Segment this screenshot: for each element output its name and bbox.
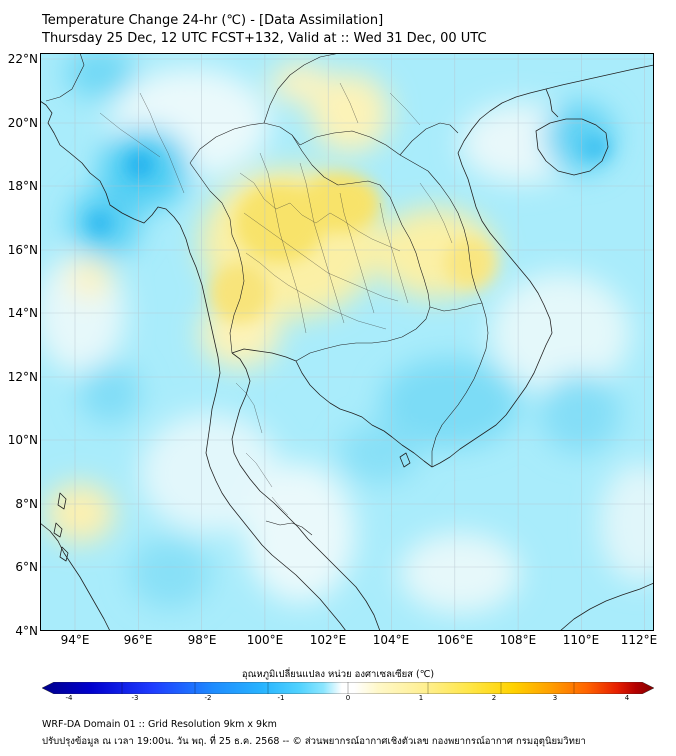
lon-label-106e: 106°E	[436, 633, 474, 647]
map-title: Temperature Change 24-hr (℃) - [Data Ass…	[42, 13, 384, 28]
map-frame	[40, 53, 654, 631]
coastlines	[40, 64, 654, 631]
lat-label-6n: 6°N	[15, 560, 38, 574]
country-borders	[45, 53, 489, 536]
map-subtitle: Thursday 25 Dec, 12 UTC FCST+132, Valid …	[42, 31, 487, 46]
lat-label-10n: 10°N	[7, 433, 38, 447]
colorbar-tick: 2	[491, 694, 497, 702]
colorbar-tick: -4	[65, 694, 73, 702]
colorbar-tick: 3	[552, 694, 558, 702]
lat-label-20n: 20°N	[7, 116, 38, 130]
colorbar-tick: 1	[418, 694, 424, 702]
lat-label-4n: 4°N	[15, 624, 38, 638]
temperature-core	[88, 136, 609, 323]
lon-label-104e: 104°E	[372, 633, 410, 647]
lon-label-110e: 110°E	[562, 633, 600, 647]
lat-label-16n: 16°N	[7, 243, 38, 257]
footer-update-info: ปรับปรุงข้อมูล ณ เวลา 19:00น. วัน พฤ. ที…	[42, 736, 586, 747]
lon-label-98e: 98°E	[187, 633, 217, 647]
lat-label-14n: 14°N	[7, 306, 38, 320]
lon-label-108e: 108°E	[499, 633, 537, 647]
lon-label-112e: 112°E	[620, 633, 658, 647]
colorbar-tick: -1	[277, 694, 285, 702]
provincial-borders	[99, 82, 453, 516]
lon-label-102e: 102°E	[309, 633, 347, 647]
colorbar-title: อุณหภูมิเปลี่ยนแปลง หน่วย องศาเซลเซียส (…	[241, 669, 435, 680]
temperature-change-map	[40, 53, 654, 631]
lat-label-8n: 8°N	[15, 497, 38, 511]
lat-label-22n: 22°N	[7, 52, 38, 66]
colorbar-tick: 0	[345, 694, 351, 702]
gridlines	[40, 53, 654, 631]
lon-label-96e: 96°E	[123, 633, 153, 647]
lat-label-12n: 12°N	[7, 370, 38, 384]
lon-label-100e: 100°E	[246, 633, 284, 647]
footer-domain-info: WRF-DA Domain 01 :: Grid Resolution 9km …	[42, 719, 277, 730]
lon-label-94e: 94°E	[60, 633, 90, 647]
colorbar-tick: 4	[624, 694, 630, 702]
lat-label-18n: 18°N	[7, 179, 38, 193]
colorbar-tick: -2	[204, 694, 212, 702]
colorbar-tick: -3	[131, 694, 139, 702]
